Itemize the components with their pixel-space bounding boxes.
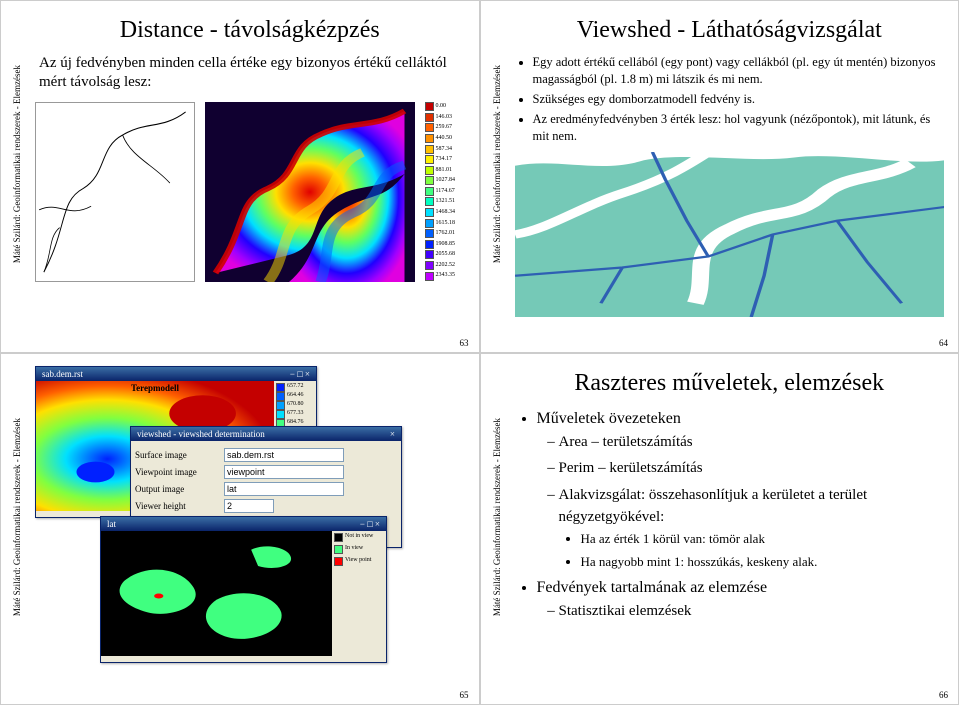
slide-title: Distance - távolságkézpzés [35, 17, 465, 44]
slide-63: Máté Szilárd: Geoinformatikai rendszerek… [0, 0, 480, 353]
bullet-item: Statisztikai elemzések [559, 600, 945, 623]
slide-grid: Máté Szilárd: Geoinformatikai rendszerek… [0, 0, 959, 705]
page-number: 65 [460, 690, 469, 700]
window-controls[interactable]: − □ × [360, 519, 380, 529]
viewer-height-input[interactable] [224, 499, 274, 513]
bullet-list: Egy adott értékű cellából (egy pont) vag… [515, 54, 945, 144]
page-number: 63 [460, 338, 469, 348]
window-result: lat − □ × Not in viewIn viewView point [100, 516, 387, 663]
window-controls[interactable]: − □ × [290, 369, 310, 379]
bullet-item: Fedvények tartalmának az elemzése Statis… [537, 576, 945, 623]
bullet-item: Area – területszámítás [559, 431, 945, 454]
bullet-item: Egy adott értékű cellából (egy pont) vag… [533, 54, 945, 88]
slide-65: Máté Szilárd: Geoinformatikai rendszerek… [0, 353, 480, 705]
distance-legend: 0.00146.03259.67440.50587.34734.17881.01… [425, 102, 465, 282]
close-icon[interactable]: × [390, 429, 395, 439]
bullet-item: Műveletek övezeteken Area – területszámí… [537, 407, 945, 572]
bullet-item: Perim – kerületszámítás [559, 457, 945, 480]
map-caption: Terepmodell [36, 383, 274, 393]
window-title: viewshed - viewshed determination [137, 429, 265, 439]
field-label: Viewpoint image [135, 467, 220, 477]
slide-64: Máté Szilárd: Geoinformatikai rendszerek… [480, 0, 959, 353]
distance-raster [205, 102, 415, 282]
field-label: Surface image [135, 450, 220, 460]
bullet-item: Szükséges egy domborzatmodell fedvény is… [533, 91, 945, 108]
slide-66: Máté Szilárd: Geoinformatikai rendszerek… [480, 353, 959, 705]
field-label: Viewer height [135, 501, 220, 511]
field-label: Output image [135, 484, 220, 494]
line-map [35, 102, 195, 282]
side-credit: Máté Szilárd: Geoinformatikai rendszerek… [7, 1, 27, 328]
figure-row: 0.00146.03259.67440.50587.34734.17881.01… [35, 102, 465, 282]
page-number: 66 [939, 690, 948, 700]
slide-title: Viewshed - Láthatóságvizsgálat [515, 17, 945, 44]
page-number: 64 [939, 338, 948, 348]
bullet-item: Alakvizsgálat: összehasonlítjuk a kerüle… [559, 484, 945, 572]
bullet-item: Ha nagyobb mint 1: hosszúkás, keskeny al… [581, 552, 945, 572]
screenshot-stack: sab.dem.rst − □ × Terepmodell [35, 366, 465, 646]
slide-subtitle: Az új fedvényben minden cella értéke egy… [39, 54, 465, 92]
surface-input[interactable] [224, 448, 344, 462]
side-credit: Máté Szilárd: Geoinformatikai rendszerek… [7, 354, 27, 681]
bullet-item: Ha az érték 1 körül van: tömör alak [581, 529, 945, 549]
window-title: sab.dem.rst [42, 369, 83, 379]
slide-title: Raszteres műveletek, elemzések [515, 370, 945, 397]
viewpoint-input[interactable] [224, 465, 344, 479]
result-legend: Not in viewIn viewView point [332, 531, 386, 656]
bullet-item: Az eredményfedvényben 3 érték lesz: hol … [533, 111, 945, 145]
viewshed-map [515, 152, 945, 317]
window-title: lat [107, 519, 116, 529]
output-input[interactable] [224, 482, 344, 496]
side-credit: Máté Szilárd: Geoinformatikai rendszerek… [487, 354, 507, 681]
side-credit: Máté Szilárd: Geoinformatikai rendszerek… [487, 1, 507, 328]
bullet-list: Műveletek övezeteken Area – területszámí… [515, 407, 945, 623]
